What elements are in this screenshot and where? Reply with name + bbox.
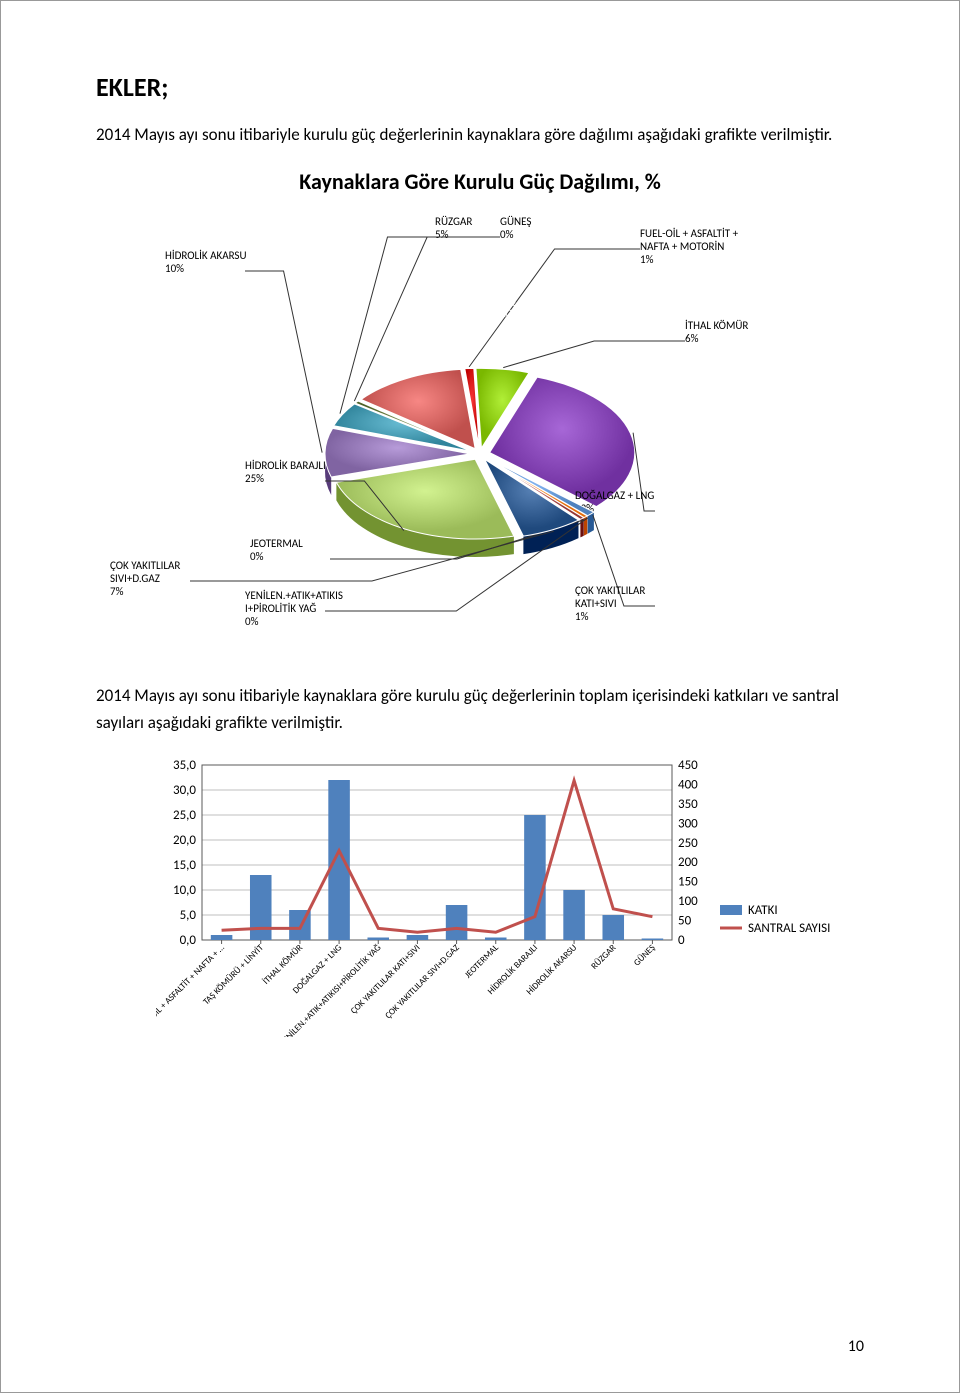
intro-paragraph-1: 2014 Mayıs ayı sonu itibariyle kurulu gü… xyxy=(96,121,864,148)
left-axis-tick: 20,0 xyxy=(173,833,196,848)
pie-label: GÜNEŞ xyxy=(500,215,531,228)
pie-label: FUEL-OİL + ASFALTİT + xyxy=(640,227,739,240)
combo-chart-svg: 35,0 30,0 25,0 20,0 15,0 10,0 5,0 0,0 450 400 350 3… xyxy=(156,757,856,1037)
left-axis-tick: 0,0 xyxy=(180,933,197,948)
category-label: RÜZGAR xyxy=(589,942,618,971)
pie-label: 1% xyxy=(575,610,589,623)
line-series xyxy=(222,780,653,932)
pie-label: JEOTERMAL xyxy=(250,537,303,550)
page-number: 10 xyxy=(848,1337,864,1356)
pie-label: ÇOK YAKITLILAR xyxy=(575,584,645,597)
pie-label: KATI+SIVI xyxy=(575,597,617,610)
pie-chart-container: Kaynaklara Göre Kurulu Güç Dağılımı, % F… xyxy=(100,168,860,648)
category-label: JEOTERMAL xyxy=(463,942,501,980)
left-axis-tick: 15,0 xyxy=(173,858,196,873)
bar xyxy=(446,905,468,940)
category-label: ÇOK YAKITLILAR KATI+SIVI xyxy=(349,942,423,1016)
bar xyxy=(328,780,350,940)
right-axis-tick: 400 xyxy=(678,777,698,792)
pie-label: RÜZGAR xyxy=(435,215,472,228)
pie-label: 25% xyxy=(245,472,264,485)
pie-label: KÖMÜRÜ xyxy=(500,307,542,320)
bar xyxy=(367,937,389,940)
pie-label: 7% xyxy=(110,585,124,598)
right-axis-tick: 300 xyxy=(678,816,698,831)
pie-label: HİDROLİK AKARSU xyxy=(165,249,247,262)
bar xyxy=(485,937,507,940)
bar xyxy=(250,875,272,940)
pie-leader-line xyxy=(503,341,685,368)
page: EKLER; 2014 Mayıs ayı sonu itibariyle ku… xyxy=(0,0,960,1393)
left-axis-tick: 25,0 xyxy=(173,808,196,823)
right-axis-tick: 250 xyxy=(678,835,698,850)
pie-leader-line xyxy=(245,271,322,453)
pie-label: 0% xyxy=(500,228,514,241)
legend-swatch xyxy=(720,905,742,915)
intro-paragraph-2: 2014 Mayıs ayı sonu itibariyle kaynaklar… xyxy=(96,682,864,736)
pie-label: TAŞ xyxy=(500,294,516,307)
heading-ekler: EKLER; xyxy=(96,71,864,103)
right-axis-tick: 450 xyxy=(678,758,698,773)
pie-label: 5% xyxy=(435,228,449,241)
pie-label: HİDROLİK BARAJLI xyxy=(245,459,326,472)
category-label: GÜNEŞ xyxy=(632,942,658,968)
pie-chart-title: Kaynaklara Göre Kurulu Güç Dağılımı, % xyxy=(100,168,860,195)
legend-label: SANTRAL SAYISI xyxy=(748,921,830,936)
pie-chart-svg: FUEL-OİL + ASFALTİT +NAFTA + MOTORİN1%İT… xyxy=(100,199,860,654)
pie-label: + LİNYİT xyxy=(500,320,537,333)
left-axis-tick: 30,0 xyxy=(173,783,196,798)
right-axis-tick: 50 xyxy=(678,913,692,928)
combo-chart-container: 35,0 30,0 25,0 20,0 15,0 10,0 5,0 0,0 450 400 350 3… xyxy=(156,757,856,1037)
right-axis-tick: 150 xyxy=(678,874,698,889)
pie-label: 1% xyxy=(640,253,654,266)
pie-label: DOĞALGAZ + LNG xyxy=(575,489,654,502)
bar xyxy=(211,935,233,940)
bar xyxy=(563,890,585,940)
bar xyxy=(407,935,429,940)
pie-label: İTHAL KÖMÜR xyxy=(685,319,748,332)
category-label: ÇOK YAKITLILAR SIVI+D.GAZ xyxy=(383,942,462,1021)
left-axis-tick: 5,0 xyxy=(180,908,197,923)
pie-label: I+PİROLİTİK YAĞ xyxy=(245,602,316,615)
plot-border xyxy=(202,765,672,940)
pie-label: YENİLEN.+ATIK+ATIKIS xyxy=(245,589,343,602)
pie-label: 13% xyxy=(500,333,519,346)
pie-label: 0% xyxy=(250,550,264,563)
pie-label: 10% xyxy=(165,262,184,275)
pie-label: ÇOK YAKITLILAR xyxy=(110,559,180,572)
legend-label: KATKI xyxy=(748,903,778,918)
left-axis-tick: 35,0 xyxy=(173,758,196,773)
right-axis-tick: 0 xyxy=(678,933,685,948)
bar xyxy=(602,915,624,940)
right-axis-tick: 200 xyxy=(678,855,698,870)
left-axis-tick: 10,0 xyxy=(173,883,196,898)
right-axis-tick: 350 xyxy=(678,796,698,811)
pie-label: SIVI+D.GAZ xyxy=(110,572,160,585)
pie-label: 6% xyxy=(685,332,699,345)
pie-label: NAFTA + MOTORİN xyxy=(640,240,724,253)
right-axis-tick: 100 xyxy=(678,894,698,909)
bar xyxy=(642,938,664,940)
pie-label: 0% xyxy=(245,615,259,628)
pie-leader-line xyxy=(469,249,640,367)
